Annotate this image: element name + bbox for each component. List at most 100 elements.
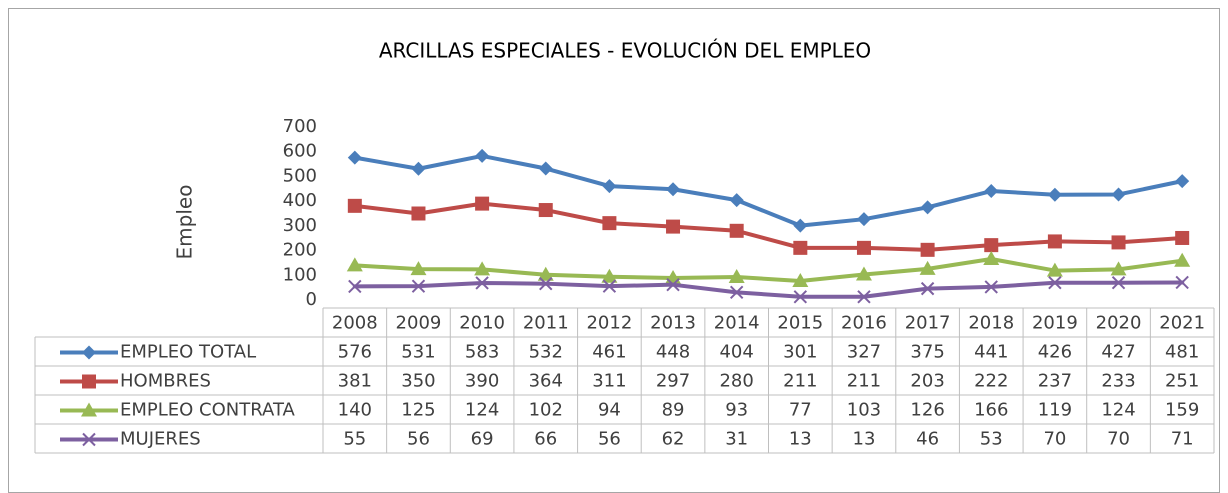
- table-value: 124: [1101, 400, 1135, 421]
- table-value: 211: [783, 371, 817, 392]
- series-marker: [1110, 261, 1127, 276]
- table-value: 89: [662, 400, 685, 421]
- table-value: 350: [401, 371, 435, 392]
- table-value: 56: [407, 429, 430, 450]
- table-value: 71: [1171, 429, 1194, 450]
- table-value: 166: [974, 400, 1008, 421]
- series-marker: [984, 238, 999, 253]
- table-value: 583: [465, 342, 499, 363]
- x-tick-label: 2013: [650, 313, 696, 334]
- x-tick-label: 2010: [459, 313, 505, 334]
- series-marker: [1175, 230, 1190, 245]
- x-tick-label: 2017: [905, 313, 951, 334]
- series-marker: [984, 280, 998, 294]
- series-line: [352, 153, 1185, 228]
- table-value: 481: [1165, 342, 1199, 363]
- y-tick-label: 300: [283, 215, 317, 236]
- series-marker: [1111, 235, 1126, 250]
- series-marker: [984, 184, 999, 199]
- series-marker: [920, 242, 935, 257]
- series-marker: [410, 261, 427, 276]
- legend-label: MUJERES: [120, 429, 201, 450]
- y-tick-label: 100: [283, 264, 317, 285]
- legend-label: HOMBRES: [120, 371, 211, 392]
- series-marker: [1046, 262, 1063, 277]
- series-marker: [919, 260, 936, 275]
- table-value: 461: [592, 342, 626, 363]
- series-marker: [347, 198, 362, 213]
- series-marker: [539, 276, 553, 291]
- table-value: 102: [529, 400, 563, 421]
- series-marker: [347, 150, 362, 165]
- series-marker: [1048, 275, 1062, 290]
- series-marker: [537, 266, 554, 281]
- series-marker: [666, 182, 681, 197]
- series-marker: [920, 281, 935, 296]
- series-marker: [1047, 234, 1062, 249]
- table-value: 390: [465, 371, 499, 392]
- table-value: 576: [338, 342, 372, 363]
- table-value: 381: [338, 371, 372, 392]
- table-value: 53: [980, 429, 1003, 450]
- series-marker: [602, 216, 617, 231]
- table-value: 311: [592, 371, 626, 392]
- table-value: 13: [789, 429, 812, 450]
- series-marker: [729, 285, 744, 300]
- table-value: 280: [719, 371, 753, 392]
- series-marker: [793, 240, 808, 255]
- table-value: 56: [598, 429, 621, 450]
- table-value: 364: [529, 371, 563, 392]
- series-marker: [601, 268, 618, 283]
- legend-marker: [81, 402, 97, 417]
- table-value: 233: [1101, 371, 1135, 392]
- table-value: 251: [1165, 371, 1199, 392]
- x-tick-label: 2011: [523, 313, 569, 334]
- table-value: 94: [598, 400, 621, 421]
- series-marker: [348, 279, 362, 294]
- series-marker: [983, 250, 1000, 265]
- legend-label: EMPLEO TOTAL: [120, 342, 256, 363]
- series-marker: [411, 161, 426, 176]
- series-marker: [856, 212, 871, 227]
- table-value: 327: [847, 342, 881, 363]
- x-tick-label: 2021: [1159, 313, 1205, 334]
- x-tick-label: 2018: [968, 313, 1014, 334]
- y-tick-label: 400: [283, 190, 317, 211]
- table-value: 66: [534, 429, 557, 450]
- series-line: [352, 280, 1185, 299]
- x-tick-label: 2009: [396, 313, 442, 334]
- y-tick-label: 700: [283, 116, 317, 137]
- series-line: [352, 256, 1185, 283]
- series-marker: [346, 257, 363, 272]
- table-value: 140: [338, 400, 372, 421]
- table-value: 426: [1038, 342, 1072, 363]
- table-value: 119: [1038, 400, 1072, 421]
- x-tick-label: 2019: [1032, 313, 1078, 334]
- table-value: 93: [725, 400, 748, 421]
- x-tick-label: 2015: [777, 313, 823, 334]
- x-tick-label: 2020: [1096, 313, 1142, 334]
- legend-marker: [82, 374, 96, 389]
- chart-border: [8, 8, 1220, 493]
- y-tick-label: 200: [283, 240, 317, 261]
- series-marker: [474, 261, 491, 276]
- table-value: 427: [1101, 342, 1135, 363]
- series-marker: [538, 203, 553, 218]
- table-value: 203: [910, 371, 944, 392]
- x-tick-label: 2012: [586, 313, 632, 334]
- series-marker: [856, 240, 871, 255]
- series-marker: [602, 179, 617, 194]
- series-marker: [1174, 252, 1191, 267]
- series-marker: [475, 196, 490, 211]
- series-marker: [920, 200, 935, 215]
- table-value: 222: [974, 371, 1008, 392]
- table-value: 375: [910, 342, 944, 363]
- y-axis-label: Empleo: [173, 185, 197, 260]
- table-value: 531: [401, 342, 435, 363]
- table-value: 55: [343, 429, 366, 450]
- table-value: 125: [401, 400, 435, 421]
- table-value: 297: [656, 371, 690, 392]
- table-value: 301: [783, 342, 817, 363]
